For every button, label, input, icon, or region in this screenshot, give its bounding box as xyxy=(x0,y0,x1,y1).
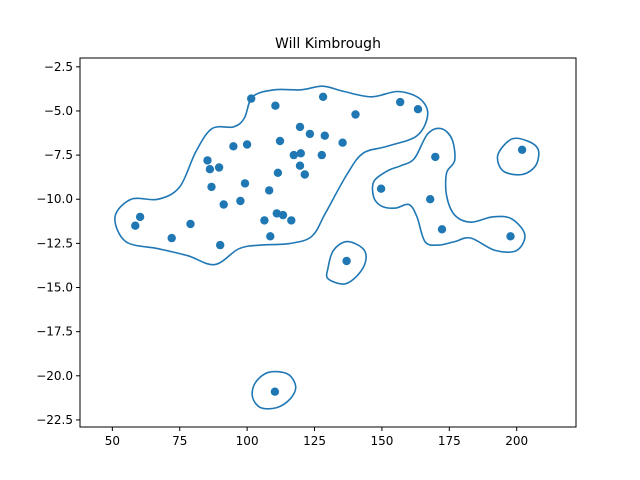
scatter-point xyxy=(351,110,360,119)
density-contour-2 xyxy=(496,137,540,176)
x-tick-label: 125 xyxy=(303,434,326,448)
scatter-point xyxy=(236,196,245,206)
scatter-point xyxy=(131,221,140,230)
scatter-point xyxy=(300,170,309,179)
scatter-point xyxy=(203,156,212,165)
scatter-point xyxy=(295,122,305,132)
scatter-point xyxy=(265,186,274,195)
x-tick-label: 175 xyxy=(438,434,461,448)
scatter-point xyxy=(270,387,280,396)
scatter-points xyxy=(131,92,527,396)
density-contour-3 xyxy=(325,240,367,285)
y-tick-label: −10.0 xyxy=(36,192,73,206)
y-tick-label: −12.5 xyxy=(36,236,73,250)
y-tick-label: −2.5 xyxy=(44,60,73,74)
x-tick-label: 75 xyxy=(172,434,187,448)
scatter-point xyxy=(396,97,405,107)
scatter-point xyxy=(437,225,447,234)
y-tick-label: −20.0 xyxy=(36,369,73,383)
scatter-point xyxy=(275,136,285,146)
scatter-point xyxy=(135,212,145,222)
scatter-point xyxy=(296,149,305,158)
scatter-point xyxy=(289,150,298,160)
x-tick-label: 100 xyxy=(236,434,259,448)
y-tick-label: −5.0 xyxy=(44,104,73,118)
scatter-point xyxy=(216,240,225,250)
scatter-point xyxy=(205,165,215,174)
scatter-point xyxy=(517,145,527,154)
scatter-point xyxy=(271,101,280,110)
x-tick-label: 150 xyxy=(370,434,393,448)
density-contour-0 xyxy=(114,85,429,266)
scatter-point xyxy=(240,179,250,188)
density-contours xyxy=(114,85,540,410)
axes: 50 75 100 125 150 175 200 −2.5 −5.0 −7.5 −10.0 −12.… xyxy=(36,57,577,448)
y-tick-label: −22.5 xyxy=(36,413,73,427)
scatter-point xyxy=(376,184,386,193)
scatter-point xyxy=(342,256,351,266)
scatter-point xyxy=(413,105,423,114)
scatter-point xyxy=(207,182,216,192)
scatter-point xyxy=(320,131,329,140)
scatter-point xyxy=(273,168,283,177)
x-tick-label: 50 xyxy=(105,434,120,448)
y-tick-label: −17.5 xyxy=(36,325,73,339)
scatter-point xyxy=(295,161,305,170)
scatter-point xyxy=(247,94,256,103)
scatter-point xyxy=(338,138,347,147)
scatter-point xyxy=(506,232,515,241)
scatter-point xyxy=(219,200,228,209)
scatter-point xyxy=(266,232,275,241)
y-tick-label: −7.5 xyxy=(44,148,73,162)
scatter-point xyxy=(278,210,288,220)
scatter-point xyxy=(242,140,252,149)
density-contour-1 xyxy=(371,127,526,253)
y-tick-label: −15.0 xyxy=(36,281,73,295)
x-tick-label: 200 xyxy=(505,434,528,448)
scatter-point xyxy=(287,216,296,225)
scatter-point xyxy=(426,195,435,204)
scatter-point xyxy=(431,152,440,162)
scatter-point xyxy=(305,129,315,139)
scatter-point xyxy=(260,216,269,225)
scatter-point xyxy=(186,219,195,229)
scatter-point xyxy=(318,92,328,102)
scatter-point xyxy=(167,233,176,243)
scatter-point xyxy=(229,142,238,151)
scatter-point xyxy=(214,163,224,172)
axes-frame xyxy=(79,57,577,428)
density-contour-4 xyxy=(251,370,297,410)
chart-title: Will Kimbrough xyxy=(275,36,381,52)
scatter-point xyxy=(317,150,326,160)
